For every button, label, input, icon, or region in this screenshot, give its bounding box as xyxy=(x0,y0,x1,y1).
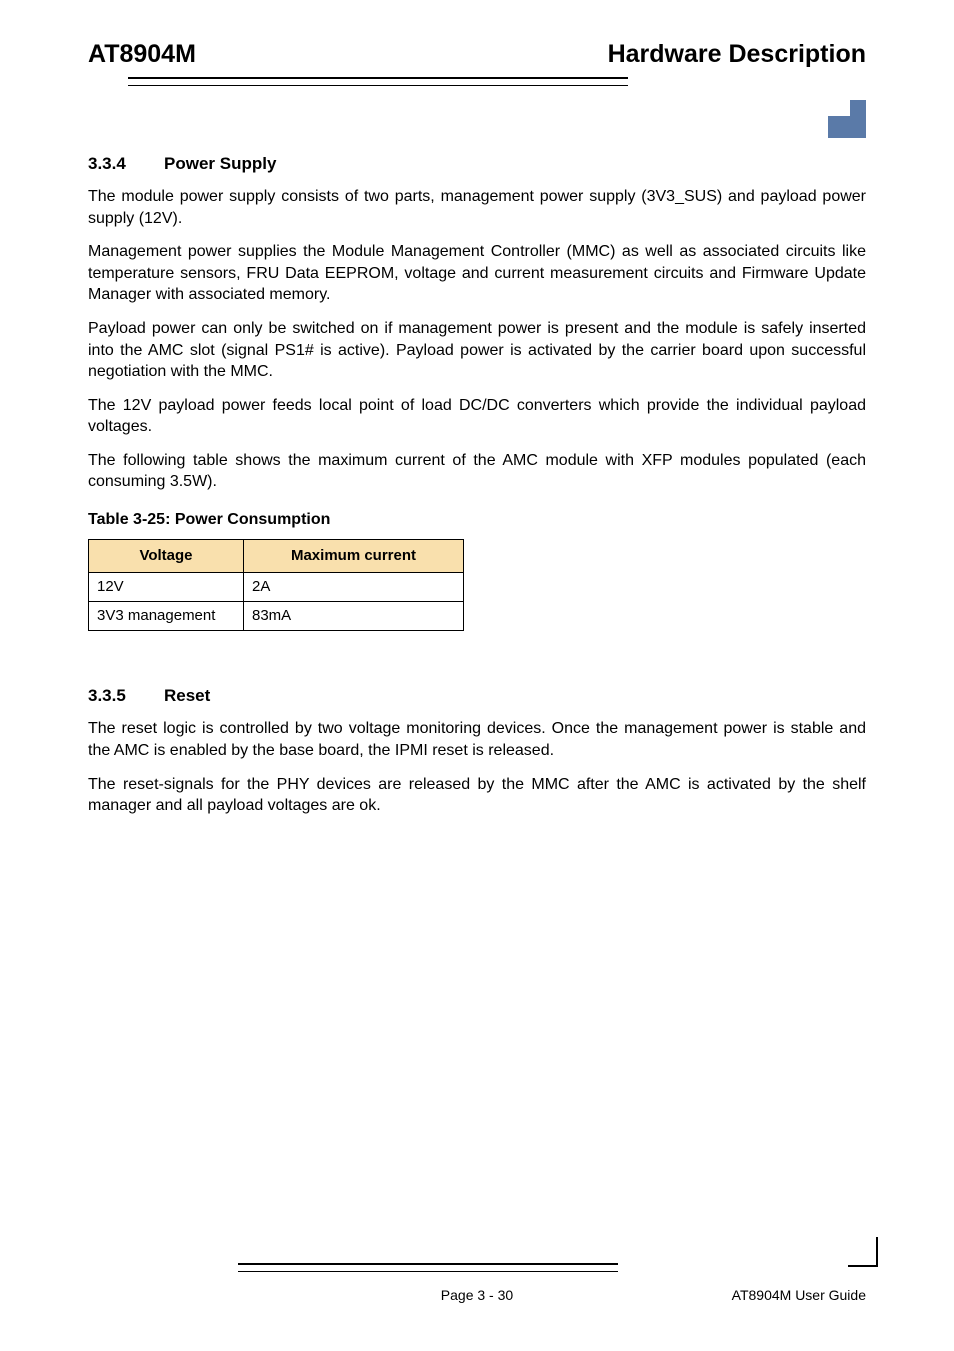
heading-title: Reset xyxy=(164,686,210,705)
heading-number: 3.3.5 xyxy=(88,685,164,708)
table-row: 12V 2A xyxy=(89,572,464,601)
power-consumption-table: Voltage Maximum current 12V 2A 3V3 manag… xyxy=(88,539,464,632)
footer-text-row: Page 3 - 30 AT8904M User Guide xyxy=(88,1287,866,1303)
table-caption: Table 3-25: Power Consumption xyxy=(88,509,866,531)
td-voltage: 12V xyxy=(89,572,244,601)
page-content: 3.3.4Power Supply The module power suppl… xyxy=(88,153,866,817)
heading-title: Power Supply xyxy=(164,154,276,173)
header-product: AT8904M xyxy=(88,40,196,69)
para-power-2: Management power supplies the Module Man… xyxy=(88,241,866,306)
footer-rule-thick xyxy=(238,1263,618,1265)
brand-mark-square xyxy=(828,116,850,138)
th-voltage: Voltage xyxy=(89,539,244,572)
footer-guide-name: AT8904M User Guide xyxy=(732,1287,866,1303)
para-reset-1: The reset logic is controlled by two vol… xyxy=(88,718,866,761)
para-power-1: The module power supply consists of two … xyxy=(88,186,866,229)
para-reset-2: The reset-signals for the PHY devices ar… xyxy=(88,774,866,817)
td-current: 2A xyxy=(244,572,464,601)
header-rule xyxy=(88,77,866,93)
heading-number: 3.3.4 xyxy=(88,153,164,176)
para-power-5: The following table shows the maximum cu… xyxy=(88,450,866,493)
th-max-current: Maximum current xyxy=(244,539,464,572)
heading-reset: 3.3.5Reset xyxy=(88,685,866,708)
heading-power-supply: 3.3.4Power Supply xyxy=(88,153,866,176)
table-header-row: Voltage Maximum current xyxy=(89,539,464,572)
para-power-4: The 12V payload power feeds local point … xyxy=(88,395,866,438)
page-header: AT8904M Hardware Description xyxy=(88,40,866,75)
td-current: 83mA xyxy=(244,602,464,631)
para-power-3: Payload power can only be switched on if… xyxy=(88,318,866,383)
td-voltage: 3V3 management xyxy=(89,602,244,631)
footer-rule xyxy=(88,1263,866,1279)
footer-corner-vertical xyxy=(876,1237,878,1267)
header-rule-thin xyxy=(128,85,628,86)
header-section-title: Hardware Description xyxy=(608,40,866,69)
page-footer: Page 3 - 30 AT8904M User Guide xyxy=(88,1263,866,1303)
brand-mark-vertical xyxy=(850,100,866,138)
brand-corner-mark xyxy=(818,100,866,138)
header-rule-thick xyxy=(128,77,628,79)
table-row: 3V3 management 83mA xyxy=(89,602,464,631)
footer-rule-thin xyxy=(238,1271,618,1272)
